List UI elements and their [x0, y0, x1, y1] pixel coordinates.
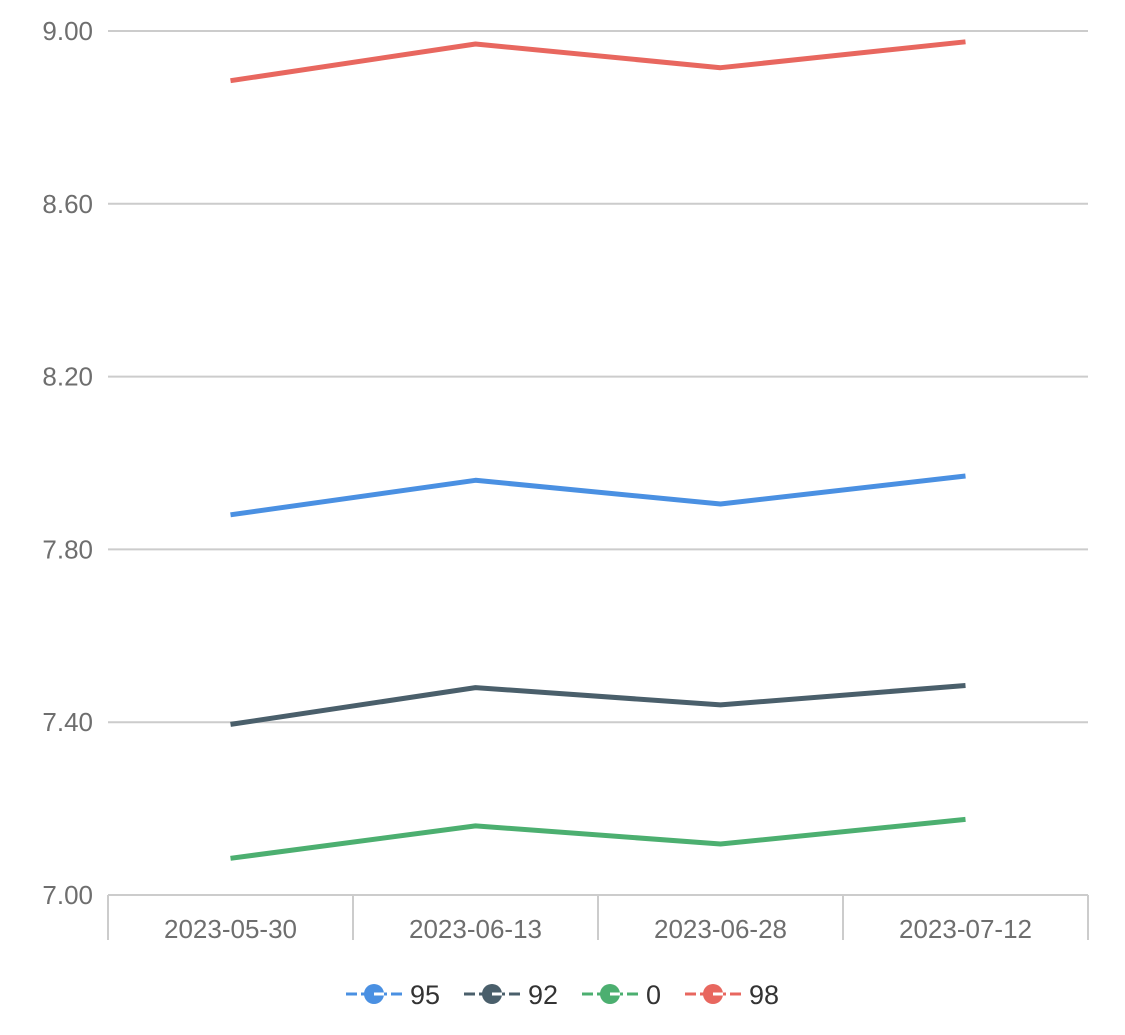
- x-tick-label: 2023-06-13: [409, 914, 542, 944]
- legend[interactable]: 95 92 0 98: [346, 980, 779, 1010]
- legend-label: 92: [528, 980, 558, 1010]
- legend-label: 0: [646, 980, 661, 1010]
- series-line-98: [230, 39, 966, 84]
- legend-item-95[interactable]: 95: [346, 980, 440, 1010]
- legend-item-92[interactable]: 92: [464, 980, 558, 1010]
- series-line-95: [230, 473, 966, 518]
- legend-item-0[interactable]: 0: [582, 980, 661, 1010]
- y-axis: 7.00 7.40 7.80 8.20 8.60 9.00: [42, 16, 93, 910]
- grid-lines: [108, 30, 1088, 896]
- y-tick-label: 8.20: [42, 362, 93, 392]
- x-tick-label: 2023-06-28: [654, 914, 787, 944]
- x-tick-label: 2023-05-30: [164, 914, 297, 944]
- legend-item-98[interactable]: 98: [685, 980, 779, 1010]
- y-tick-label: 7.40: [42, 707, 93, 737]
- legend-label: 95: [410, 980, 440, 1010]
- y-tick-label: 8.60: [42, 189, 93, 219]
- y-tick-label: 7.00: [42, 880, 93, 910]
- legend-label: 98: [749, 980, 779, 1010]
- series-line-92: [230, 683, 966, 727]
- series-lines: [230, 39, 966, 861]
- x-axis: 2023-05-30 2023-06-13 2023-06-28 2023-07-12: [107, 894, 1089, 944]
- y-tick-label: 7.80: [42, 534, 93, 564]
- series-line-0: [230, 816, 966, 861]
- x-tick-label: 2023-07-12: [899, 914, 1032, 944]
- y-tick-label: 9.00: [42, 16, 93, 46]
